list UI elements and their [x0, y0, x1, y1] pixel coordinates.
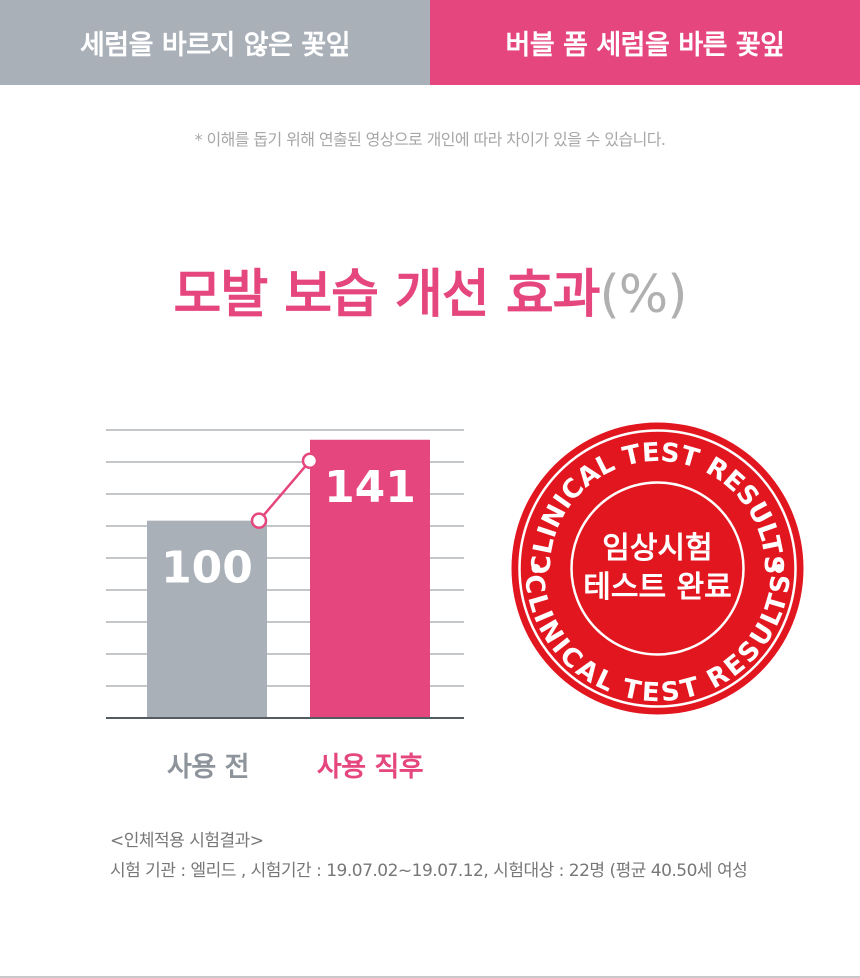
- chart-data-labels: 100 141: [161, 462, 416, 594]
- trend-point-before: [250, 512, 268, 529]
- badge-left-dot: [531, 564, 541, 573]
- test-result-heading: <인체적용 시험결과>: [110, 831, 264, 851]
- trend-line: [258, 459, 311, 522]
- bar-value-label-before: 100: [161, 543, 253, 594]
- test-result-details: 시험 기관 : 엘리드 , 시험기간 : 19.07.02~19.07.12, …: [110, 861, 748, 881]
- chart-bars: [147, 439, 430, 718]
- bar-value-label-after: 141: [324, 462, 416, 513]
- disclaimer-text: * 이해를 돕기 위해 연출된 영상으로 개인에 따라 차이가 있을 수 있습니…: [194, 130, 666, 149]
- chart-title: 모발 보습 개선 효과(%): [0, 252, 860, 327]
- x-label-before: 사용 전: [167, 752, 249, 783]
- chart-title-unit: (%): [599, 265, 688, 325]
- bar-before: [147, 520, 267, 718]
- bottom-divider: [0, 976, 860, 978]
- clinical-test-badge: CLINICAL TEST RESULTS CLINICAL TEST RESU…: [511, 422, 804, 715]
- moisture-bar-chart: 100 141: [106, 429, 464, 719]
- tab-with-serum: 버블 폼 세럼을 바른 꽃잎: [430, 0, 860, 85]
- chart-title-text: 모발 보습 개선 효과: [173, 265, 600, 325]
- badge-line1: 임상시험: [602, 531, 712, 566]
- badge-outer-ring: [518, 429, 797, 708]
- comparison-tabs: 세럼을 바르지 않은 꽃잎 버블 폼 세럼을 바른 꽃잎: [0, 0, 860, 85]
- bar-after: [310, 439, 430, 718]
- chart-trend-line: [250, 452, 319, 529]
- x-label-after: 사용 직후: [316, 752, 424, 783]
- trend-point-after: [301, 452, 319, 470]
- badge-line2: 테스트 완료: [583, 570, 731, 605]
- tab-without-serum: 세럼을 바르지 않은 꽃잎: [0, 0, 430, 85]
- badge-inner-circle: [570, 481, 745, 656]
- badge-right-dot: [774, 564, 784, 573]
